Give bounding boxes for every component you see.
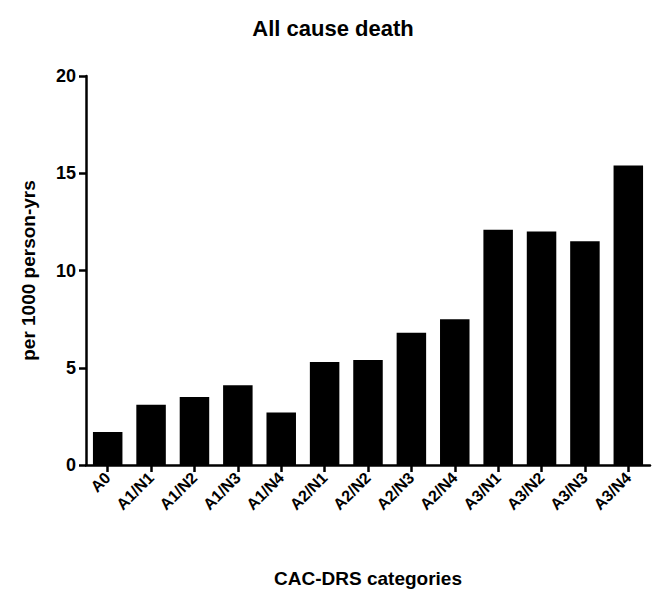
svg-text:20: 20 <box>56 66 76 86</box>
svg-text:A2/N1: A2/N1 <box>287 469 331 513</box>
svg-text:A1/N1: A1/N1 <box>113 469 157 513</box>
svg-text:A2/N3: A2/N3 <box>373 469 417 513</box>
svg-text:A3/N4: A3/N4 <box>590 469 634 513</box>
svg-text:0: 0 <box>66 455 76 475</box>
svg-text:A1/N3: A1/N3 <box>200 469 244 513</box>
svg-text:A1/N2: A1/N2 <box>156 469 200 513</box>
svg-text:A2/N2: A2/N2 <box>330 469 374 513</box>
svg-text:A2/N4: A2/N4 <box>417 469 461 513</box>
svg-text:All cause death: All cause death <box>252 16 413 41</box>
svg-text:A0: A0 <box>87 469 114 496</box>
svg-text:per 1000 person-yrs: per 1000 person-yrs <box>18 180 39 361</box>
svg-text:A3/N3: A3/N3 <box>547 469 591 513</box>
svg-text:15: 15 <box>56 163 76 183</box>
svg-text:CAC-DRS categories: CAC-DRS categories <box>274 568 462 589</box>
svg-text:10: 10 <box>56 261 76 281</box>
svg-text:5: 5 <box>66 358 76 378</box>
svg-text:A3/N1: A3/N1 <box>460 469 504 513</box>
svg-text:A1/N4: A1/N4 <box>243 469 287 513</box>
svg-text:A3/N2: A3/N2 <box>503 469 547 513</box>
